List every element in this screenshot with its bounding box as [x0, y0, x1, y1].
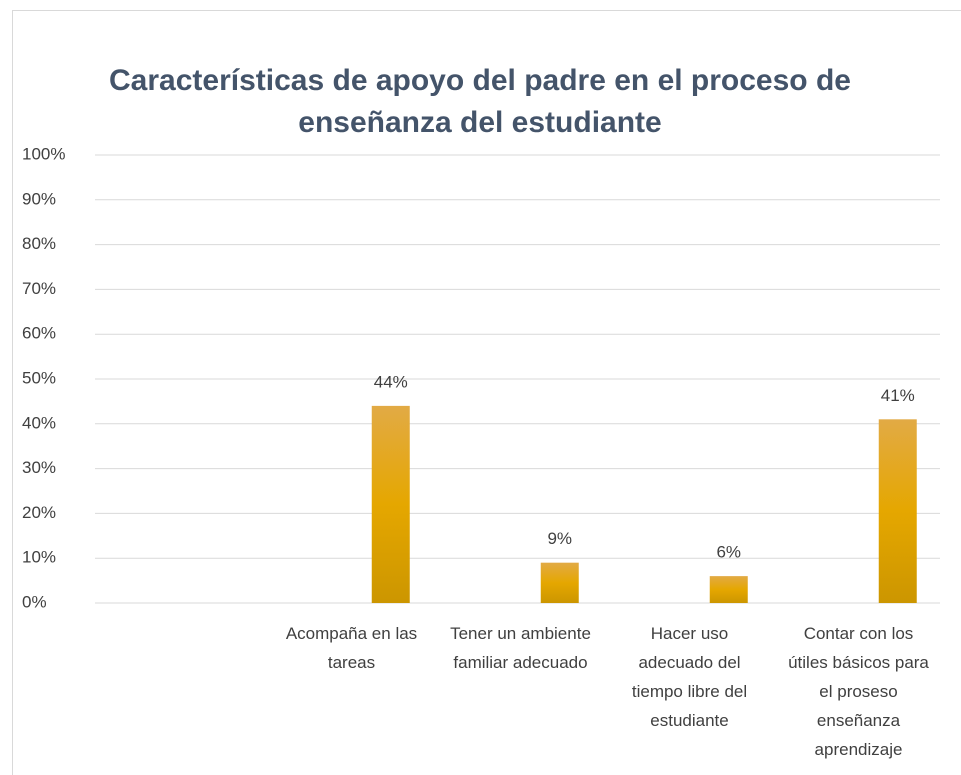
- x-tick-label: Acompaña en las tareas: [286, 624, 417, 672]
- data-label: 41%: [881, 386, 915, 405]
- data-label: 9%: [547, 529, 572, 548]
- x-tick-label: Tener un ambiente familiar adecuado: [450, 624, 591, 672]
- y-tick-label: 80%: [22, 234, 56, 253]
- x-tick-label: Contar con los útiles básicos para el pros…: [788, 624, 929, 759]
- bar: [878, 419, 917, 603]
- y-tick-label: 30%: [22, 458, 56, 477]
- y-tick-label: 10%: [22, 548, 56, 567]
- data-label: 6%: [716, 543, 741, 562]
- y-tick-label: 70%: [22, 279, 56, 298]
- chart-title: Características de apoyo del padre en el…: [109, 64, 851, 139]
- bar: [709, 576, 748, 603]
- data-label: 44%: [374, 372, 408, 391]
- y-tick-label: 40%: [22, 413, 56, 432]
- x-tick-label: Hacer uso adecuado del tiempo libre del est…: [632, 624, 747, 730]
- chart-border: [12, 10, 961, 775]
- y-tick-label: 60%: [22, 324, 56, 343]
- bar: [371, 405, 410, 603]
- y-tick-label: 100%: [22, 144, 65, 163]
- bar: [540, 562, 579, 603]
- y-tick-label: 0%: [22, 592, 47, 611]
- y-tick-label: 50%: [22, 368, 56, 387]
- y-tick-label: 20%: [22, 503, 56, 522]
- y-tick-label: 90%: [22, 189, 56, 208]
